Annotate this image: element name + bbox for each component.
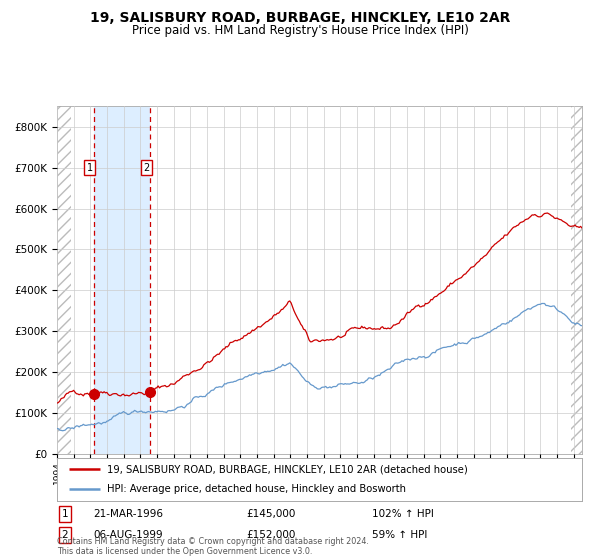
Text: 1: 1 bbox=[87, 162, 93, 172]
Bar bbox=[571, 106, 582, 454]
Text: 102% ↑ HPI: 102% ↑ HPI bbox=[372, 509, 434, 519]
Text: 2: 2 bbox=[144, 162, 150, 172]
Text: £145,000: £145,000 bbox=[246, 509, 295, 519]
Text: 19, SALISBURY ROAD, BURBAGE, HINCKLEY, LE10 2AR (detached house): 19, SALISBURY ROAD, BURBAGE, HINCKLEY, L… bbox=[107, 464, 467, 474]
Bar bbox=[94, 106, 150, 454]
Bar bbox=[57, 106, 71, 454]
Text: £152,000: £152,000 bbox=[246, 530, 295, 540]
Text: 06-AUG-1999: 06-AUG-1999 bbox=[94, 530, 163, 540]
Text: 2: 2 bbox=[62, 530, 68, 540]
Text: HPI: Average price, detached house, Hinckley and Bosworth: HPI: Average price, detached house, Hinc… bbox=[107, 484, 406, 494]
Text: 1: 1 bbox=[62, 509, 68, 519]
Text: 19, SALISBURY ROAD, BURBAGE, HINCKLEY, LE10 2AR: 19, SALISBURY ROAD, BURBAGE, HINCKLEY, L… bbox=[90, 11, 510, 25]
Text: 59% ↑ HPI: 59% ↑ HPI bbox=[372, 530, 427, 540]
Text: Contains HM Land Registry data © Crown copyright and database right 2024.
This d: Contains HM Land Registry data © Crown c… bbox=[57, 536, 369, 556]
Text: 21-MAR-1996: 21-MAR-1996 bbox=[94, 509, 164, 519]
Text: Price paid vs. HM Land Registry's House Price Index (HPI): Price paid vs. HM Land Registry's House … bbox=[131, 24, 469, 36]
